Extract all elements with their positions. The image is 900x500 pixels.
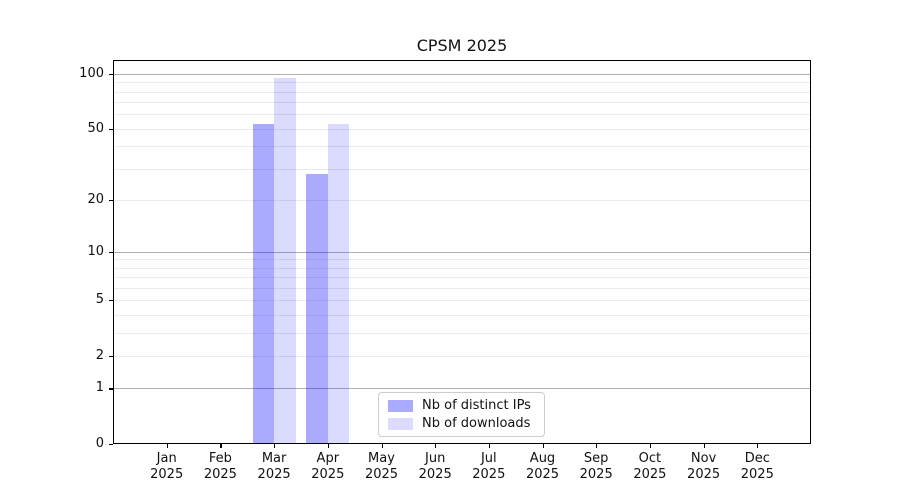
y-tick-label: 50	[87, 120, 104, 136]
minor-gridline	[113, 300, 811, 302]
x-tick	[757, 444, 759, 448]
axes-frame	[113, 60, 811, 444]
x-tick	[488, 444, 490, 448]
minor-gridline	[113, 332, 811, 334]
legend-swatch-distinct-ips	[388, 399, 413, 412]
minor-gridline	[113, 199, 811, 201]
x-tick-label-month: Aug	[529, 451, 556, 466]
bar-mar-distinct-ips	[252, 124, 275, 444]
y-tick-label: 0	[95, 436, 104, 451]
bar-apr-distinct-ips	[306, 173, 328, 444]
y-tick-label: 5	[95, 292, 104, 308]
x-tick-label-month: Mar	[261, 451, 287, 466]
x-tick-label-year: 2025	[364, 467, 399, 482]
x-tick-label-month: Sep	[583, 451, 609, 466]
major-gridline	[113, 73, 811, 75]
y-tick-label: 10	[87, 243, 104, 259]
legend-item-downloads: Nb of downloads	[388, 416, 535, 431]
x-tick	[542, 444, 544, 448]
legend-item-distinct-ips: Nb of distinct IPs	[388, 398, 535, 413]
x-tick-label-month: Feb	[208, 451, 232, 466]
minor-gridline	[113, 259, 811, 261]
legend-label-downloads: Nb of downloads	[422, 416, 531, 431]
x-tick-label-month: Dec	[744, 451, 770, 466]
x-tick-label-month: Apr	[316, 451, 340, 466]
y-tick	[109, 300, 113, 302]
legend: Nb of distinct IPs Nb of downloads	[378, 392, 545, 437]
minor-gridline	[113, 267, 811, 269]
y-tick	[109, 251, 113, 253]
x-tick-label-month: Nov	[690, 451, 717, 466]
legend-label-distinct-ips: Nb of distinct IPs	[422, 398, 531, 413]
y-tick	[109, 355, 113, 358]
x-tick-label-year: 2025	[203, 467, 237, 482]
y-tick	[109, 128, 113, 130]
x-tick-label-year: 2025	[418, 467, 452, 482]
y-tick-label: 1	[95, 380, 104, 396]
x-tick	[166, 444, 168, 448]
minor-gridline	[113, 102, 811, 104]
x-tick-label: Apr 2025	[298, 451, 358, 483]
x-tick-label: Jan 2025	[137, 451, 197, 483]
x-tick-label-year: 2025	[579, 467, 613, 482]
x-tick-label-month: Jan	[156, 451, 177, 466]
x-tick-label-year: 2025	[150, 467, 184, 482]
minor-gridline	[113, 114, 811, 116]
x-tick-label-year: 2025	[311, 467, 345, 482]
minor-gridline	[113, 287, 811, 289]
y-tick	[109, 444, 113, 446]
x-tick	[596, 444, 598, 448]
bar-apr-downloads	[327, 124, 350, 444]
minor-gridline	[113, 82, 811, 84]
minor-gridline	[113, 168, 811, 170]
y-tick-label: 2	[95, 347, 104, 363]
chart-title: CPSM 2025	[416, 36, 508, 55]
bar-mar-downloads	[274, 77, 296, 444]
minor-gridline	[113, 128, 811, 130]
y-tick	[109, 388, 113, 390]
x-tick	[220, 444, 222, 448]
y-tick	[109, 199, 113, 201]
x-tick	[649, 444, 652, 448]
minor-gridline	[113, 355, 811, 357]
x-tick-label-year: 2025	[472, 467, 506, 482]
x-tick-label: Aug 2025	[513, 451, 573, 483]
x-tick	[327, 444, 329, 448]
x-tick-label: Feb 2025	[190, 451, 250, 483]
x-tick-label: Oct 2025	[620, 451, 680, 483]
x-tick	[274, 444, 276, 448]
x-tick-label: Nov 2025	[674, 451, 734, 483]
x-tick-label: Sep 2025	[566, 451, 626, 483]
minor-gridline	[113, 146, 811, 148]
x-tick	[381, 444, 383, 448]
x-tick-label-year: 2025	[525, 467, 560, 482]
y-tick-label: 100	[79, 65, 104, 81]
x-tick-label-year: 2025	[633, 467, 667, 482]
minor-gridline	[113, 314, 811, 316]
x-tick-label-year: 2025	[257, 467, 291, 482]
y-tick-label: 20	[87, 191, 104, 207]
x-tick-label: Mar 2025	[244, 451, 304, 483]
legend-swatch-downloads	[388, 417, 413, 430]
major-gridline	[113, 251, 811, 253]
x-tick	[435, 444, 437, 448]
minor-gridline	[113, 91, 811, 93]
x-tick-label: Dec 2025	[727, 451, 787, 483]
x-tick-label-month: Oct	[638, 451, 662, 466]
minor-gridline	[113, 277, 811, 279]
x-tick-label-month: Jun	[425, 451, 446, 466]
x-tick-label-year: 2025	[687, 467, 721, 482]
x-tick	[703, 444, 705, 448]
x-tick-label-year: 2025	[740, 467, 774, 482]
x-tick-label-month: Jul	[480, 451, 497, 466]
x-tick-label: Jun 2025	[405, 451, 465, 483]
x-tick-label-month: May	[368, 451, 395, 466]
x-tick-label: May 2025	[352, 451, 412, 483]
major-gridline	[113, 388, 811, 390]
x-tick-label: Jul 2025	[459, 451, 519, 483]
y-tick	[109, 73, 113, 75]
